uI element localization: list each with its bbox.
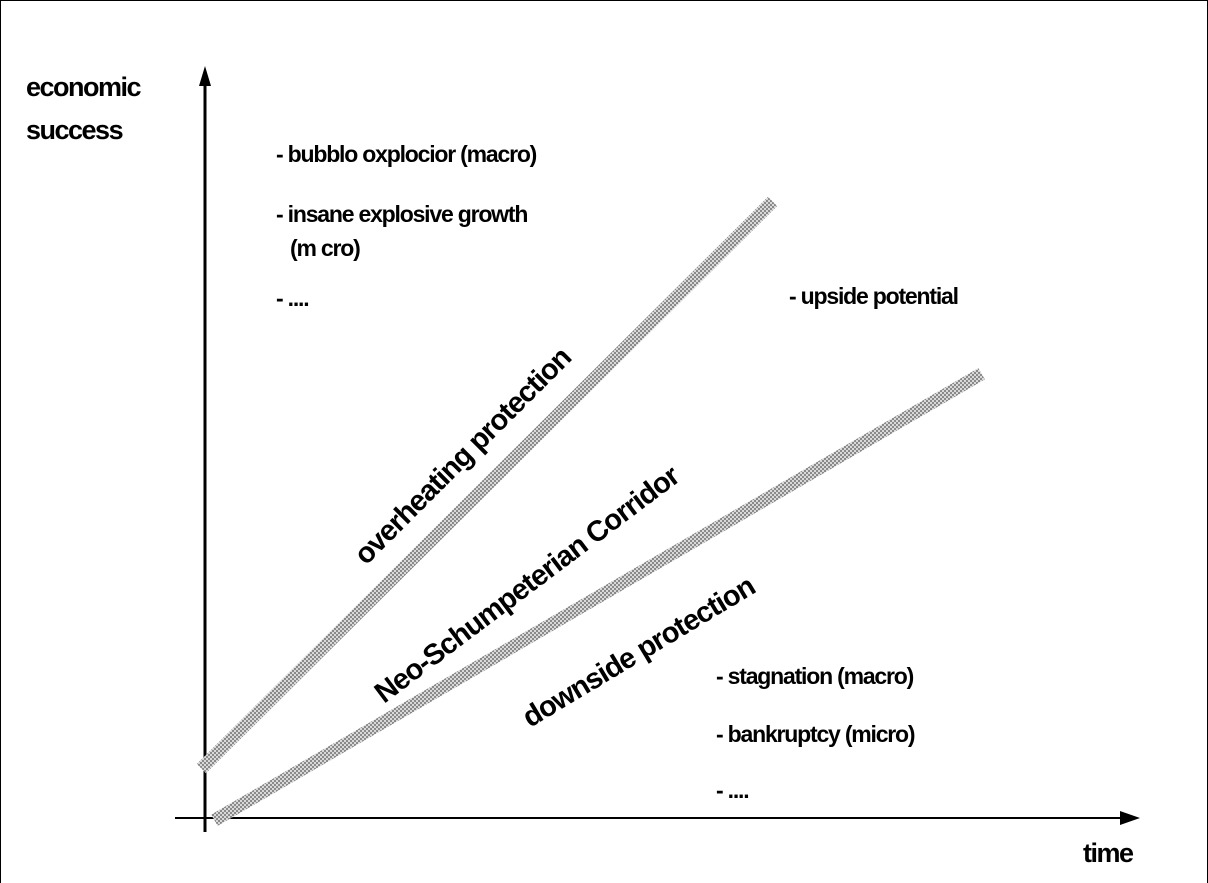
lower-band [211, 368, 985, 826]
note-upside-potential: - upside potential [789, 283, 958, 309]
y-axis-arrow [199, 66, 211, 86]
y-axis-label-line1: economic [26, 72, 142, 102]
note-above-ellipsis: - .... [276, 285, 308, 311]
upper-band-label: overheating protection [348, 342, 577, 571]
note-bankruptcy: - bankruptcy (micro) [716, 721, 915, 747]
x-axis-arrow [1120, 811, 1140, 825]
note-below-ellipsis: - .... [716, 777, 748, 803]
x-axis-label: time [1083, 838, 1134, 868]
upper-band [196, 196, 778, 774]
note-insane-growth-cont: (m cro) [290, 235, 360, 261]
lower-band-label: downside protection [517, 570, 760, 734]
y-axis-label-line2: success [26, 115, 123, 145]
note-insane-growth: - insane explosive growth [276, 201, 527, 227]
note-stagnation: - stagnation (macro) [716, 663, 914, 689]
note-bubble-explosion: - bubblo oxplocior (macro) [276, 141, 537, 167]
